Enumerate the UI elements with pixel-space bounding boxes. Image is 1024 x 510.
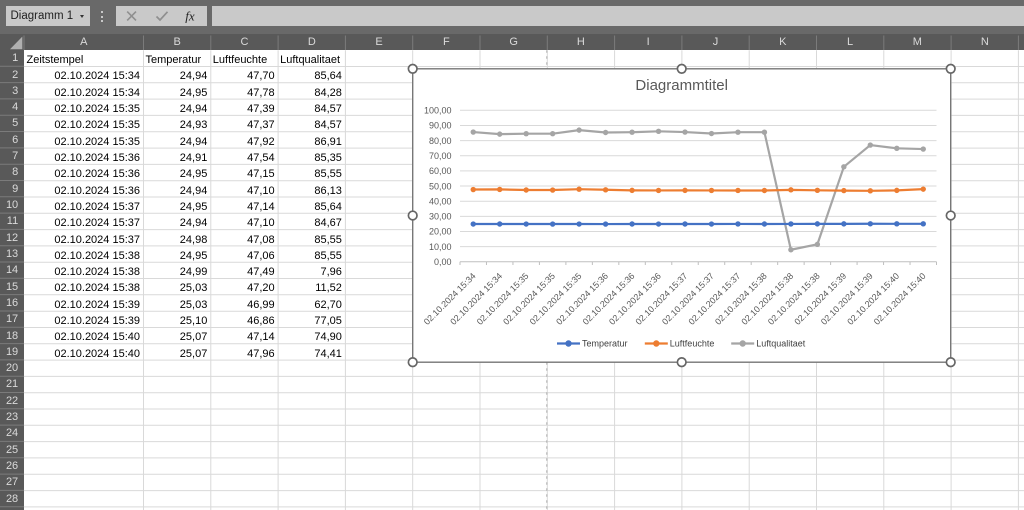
svg-text:90,00: 90,00 <box>429 121 452 131</box>
svg-text:80,00: 80,00 <box>429 136 452 146</box>
svg-text:50,00: 50,00 <box>429 181 452 191</box>
svg-text:60,00: 60,00 <box>429 166 452 176</box>
svg-text:Luftfeuchte: Luftfeuchte <box>670 339 715 349</box>
svg-text:70,00: 70,00 <box>429 151 452 161</box>
svg-text:40,00: 40,00 <box>429 196 452 206</box>
svg-text:20,00: 20,00 <box>429 227 452 237</box>
svg-text:0,00: 0,00 <box>434 257 452 267</box>
svg-text:Temperatur: Temperatur <box>582 339 628 349</box>
svg-text:Luftqualitaet: Luftqualitaet <box>756 339 806 349</box>
svg-text:10,00: 10,00 <box>429 242 452 252</box>
svg-text:fx: fx <box>185 9 195 24</box>
svg-text:Diagrammtitel: Diagrammtitel <box>635 77 728 94</box>
svg-text:30,00: 30,00 <box>429 212 452 222</box>
svg-text:100,00: 100,00 <box>424 106 452 116</box>
